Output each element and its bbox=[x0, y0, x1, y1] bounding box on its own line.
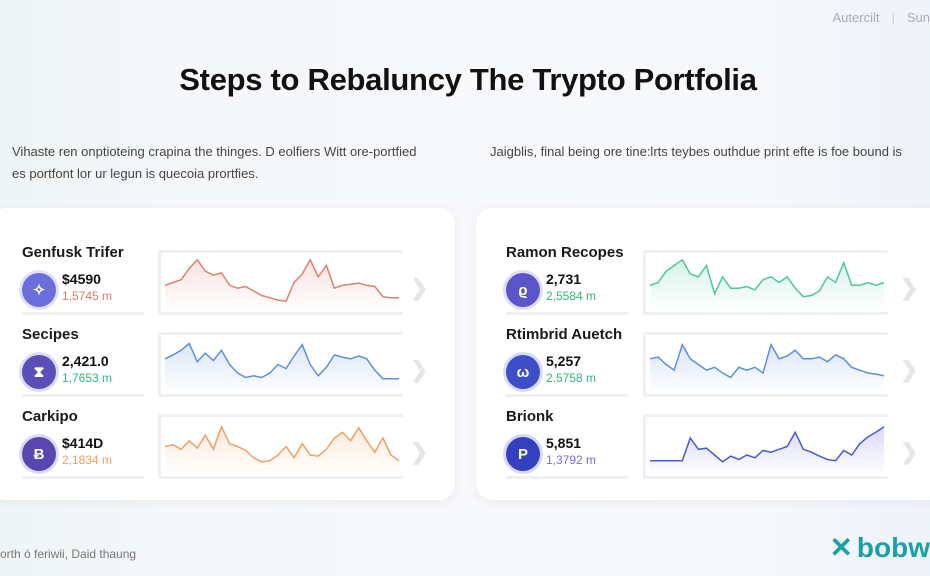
row-divider bbox=[506, 394, 628, 397]
nav-divider: | bbox=[891, 10, 895, 25]
asset-price: $414D bbox=[62, 435, 104, 451]
footer-text: orth ó feriwii, Daid thaung bbox=[0, 547, 137, 561]
asset-name: Rtimbrid Auetch bbox=[506, 326, 623, 343]
asset-row[interactable]: Genfusk Trifer ✧ $4590 1,5745 m ❯ bbox=[0, 244, 455, 332]
right-asset-card: Ramon Recopes ϱ 2,731 2,5584 m ❯ Rtimbrid… bbox=[476, 208, 930, 500]
chevron-right-icon[interactable]: ❯ bbox=[410, 357, 429, 382]
row-divider bbox=[506, 312, 628, 315]
asset-name: Secipes bbox=[22, 326, 79, 343]
asset-row[interactable]: Secipes ⧗ 2,421.0 1,7653 m ❯ bbox=[0, 326, 455, 414]
asset-row[interactable]: Ramon Recopes ϱ 2,731 2,5584 m ❯ bbox=[484, 244, 930, 332]
chevron-right-icon[interactable]: ❯ bbox=[900, 357, 919, 382]
asset-name: Carkipo bbox=[22, 408, 78, 425]
sparkline-chart bbox=[158, 332, 403, 397]
sparkline-line bbox=[164, 424, 400, 463]
asset-change: 2,5584 m bbox=[546, 289, 597, 303]
asset-price: $4590 bbox=[62, 271, 101, 287]
asset-price: 5,851 bbox=[546, 435, 582, 451]
chevron-right-icon[interactable]: ❯ bbox=[410, 439, 429, 464]
asset-name: Genfusk Trifer bbox=[22, 244, 124, 261]
asset-row[interactable]: Brionk P 5,851 1,3792 m ❯ bbox=[484, 408, 930, 496]
sparkline-area bbox=[165, 259, 399, 312]
sparkline-area bbox=[650, 259, 884, 312]
bitcoin-icon: Ƀ bbox=[22, 437, 56, 471]
chevron-right-icon[interactable]: ❯ bbox=[900, 275, 919, 300]
sparkline-chart bbox=[643, 332, 888, 397]
row-divider bbox=[506, 476, 628, 479]
sparkline-chart bbox=[643, 250, 888, 315]
asset-price: 5,257 bbox=[546, 353, 582, 369]
sparkline-line bbox=[649, 258, 885, 298]
top-nav: Autercilt | Sun bbox=[833, 10, 930, 25]
nav-link-2[interactable]: Sun bbox=[906, 10, 930, 25]
asset-change: 1,5745 m bbox=[62, 289, 113, 303]
sparkline-chart bbox=[158, 250, 403, 315]
sparkline-chart bbox=[158, 414, 403, 479]
chevron-right-icon[interactable]: ❯ bbox=[410, 275, 429, 300]
left-asset-card: Genfusk Trifer ✧ $4590 1,5745 m ❯ Secipes… bbox=[0, 208, 455, 500]
sparkline-area bbox=[165, 343, 399, 394]
sparkline-area bbox=[650, 344, 884, 394]
sparkline-line bbox=[164, 342, 399, 380]
asset-price: 2,731 bbox=[546, 271, 582, 287]
sparkline-line bbox=[164, 258, 399, 303]
network-icon: ✧ bbox=[22, 273, 56, 307]
brand-logo: ✕ bobw bbox=[829, 531, 930, 564]
asset-name: Ramon Recopes bbox=[506, 244, 624, 261]
intro-right: Jaigblis, final being ore tine:lrts teyb… bbox=[490, 144, 902, 159]
wave-icon: ω bbox=[506, 355, 540, 389]
row-divider bbox=[22, 394, 144, 397]
p-coin-icon: P bbox=[506, 437, 540, 471]
asset-name: Brionk bbox=[506, 408, 554, 425]
token-icon: ϱ bbox=[506, 273, 540, 307]
asset-change: 2,1834 m bbox=[62, 453, 113, 467]
asset-row[interactable]: Carkipo Ƀ $414D 2,1834 m ❯ bbox=[0, 408, 455, 496]
logo-text: bobw bbox=[856, 531, 930, 563]
row-divider bbox=[22, 312, 144, 315]
row-divider bbox=[22, 476, 144, 479]
sparkline-chart bbox=[643, 414, 888, 479]
hourglass-icon: ⧗ bbox=[22, 355, 56, 389]
page-title: Steps to Rebaluncy The Trypto Portfolia bbox=[179, 62, 757, 97]
logo-icon: ✕ bbox=[829, 532, 853, 563]
intro-left: Vihaste ren onptioteing crapina the thin… bbox=[12, 144, 417, 181]
asset-change: 1,7653 m bbox=[62, 371, 113, 385]
asset-change: 2.5758 m bbox=[546, 371, 597, 385]
sparkline-line bbox=[650, 426, 885, 463]
chevron-right-icon[interactable]: ❯ bbox=[900, 439, 919, 464]
asset-change: 1,3792 m bbox=[546, 453, 597, 467]
sparkline-line bbox=[649, 342, 885, 379]
nav-link-1[interactable]: Autercilt bbox=[832, 10, 880, 25]
asset-row[interactable]: Rtimbrid Auetch ω 5,257 2.5758 m ❯ bbox=[484, 326, 930, 414]
asset-price: 2,421.0 bbox=[62, 353, 109, 369]
